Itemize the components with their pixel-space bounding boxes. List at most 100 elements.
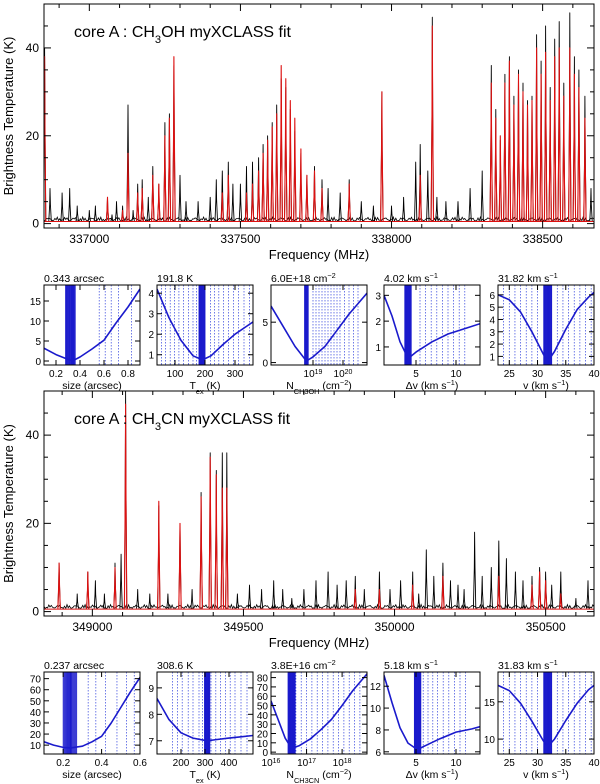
panel-title: 308.6 K xyxy=(157,660,193,672)
observed-line xyxy=(290,597,294,609)
model-line xyxy=(113,566,117,609)
observed-line xyxy=(302,589,306,609)
ch3oh-ncol-plot-area xyxy=(271,285,367,365)
observed-line xyxy=(480,170,484,222)
model-line xyxy=(157,500,161,609)
x-tick-label: 1019 xyxy=(304,369,323,381)
observed-series xyxy=(44,12,594,222)
observed-line xyxy=(114,201,119,222)
y-tick-label: 20 xyxy=(26,129,40,143)
y-tick-label: 2 xyxy=(375,317,381,328)
observed-line xyxy=(513,571,518,609)
y-tick-label: 30 xyxy=(30,719,42,730)
x-tick-label: 0.4 xyxy=(95,758,109,769)
model-line xyxy=(120,209,125,222)
model-line xyxy=(377,588,382,609)
model-line xyxy=(86,571,90,609)
observed-line xyxy=(424,549,428,609)
chi2-curve xyxy=(271,292,367,362)
x-tick-label: 400 xyxy=(221,758,238,769)
model-line xyxy=(320,187,324,222)
x-tick-label: 100 xyxy=(167,369,184,380)
model-line xyxy=(178,522,182,609)
x-tick-label: 35 xyxy=(560,369,572,380)
x-tick-label: 1017 xyxy=(297,758,316,770)
observed-line xyxy=(432,575,436,609)
model-line xyxy=(305,174,309,222)
x-tick-label: 349000 xyxy=(72,620,112,634)
model-line xyxy=(256,170,261,222)
ch3oh-tex-plot-area xyxy=(157,285,253,365)
y-tick-label: 1 xyxy=(375,343,381,354)
x-tick-label: 0.4 xyxy=(73,369,87,380)
ch3cn-vel-plot-area xyxy=(498,672,594,754)
model-line xyxy=(151,174,155,222)
observed-line xyxy=(314,580,318,609)
model-line xyxy=(543,580,548,609)
observed-line xyxy=(586,580,590,609)
chi2-curve xyxy=(44,288,140,362)
observed-line xyxy=(208,196,212,222)
x-tick-label: 30 xyxy=(532,758,544,769)
model-line xyxy=(530,584,534,609)
x-axis-label: size (arcsec) xyxy=(62,380,122,392)
y-tick-label: 1 xyxy=(148,351,154,362)
ch3cn-spectrum-plot-area xyxy=(44,391,594,610)
model-line xyxy=(558,593,563,609)
observed-baseline xyxy=(44,215,594,222)
y-tick-label: 40 xyxy=(30,708,42,719)
observed-line xyxy=(389,205,394,222)
x-tick-label: 350000 xyxy=(375,620,415,634)
model-line xyxy=(274,113,279,222)
model-line xyxy=(208,456,212,609)
observed-line xyxy=(456,201,460,222)
y-tick-label: 20 xyxy=(30,730,42,741)
model-line xyxy=(261,152,265,222)
model-line xyxy=(44,56,47,222)
x-tick-label: 0.2 xyxy=(49,369,63,380)
x-axis-label: Tex (K) xyxy=(189,769,220,784)
y-tick-label: 40 xyxy=(257,711,269,722)
observed-line xyxy=(335,584,339,609)
model-line xyxy=(244,192,249,222)
model-line xyxy=(220,192,225,222)
y-axis-label: Brightness Temperature (K) xyxy=(1,37,16,196)
model-line xyxy=(250,183,255,222)
model-line xyxy=(225,487,229,609)
y-tick-label: 8 xyxy=(148,710,154,721)
observed-line xyxy=(448,580,453,609)
observed-line xyxy=(388,589,392,609)
y-tick-label: 20 xyxy=(257,730,269,741)
observed-line xyxy=(462,589,466,609)
x-tick-label: 0.6 xyxy=(97,369,111,380)
y-tick-label: 3 xyxy=(375,291,381,302)
observed-line xyxy=(371,205,376,222)
x-axis-label: Δv (km s−1) xyxy=(406,378,459,393)
plot-frame xyxy=(497,284,595,366)
model-line xyxy=(507,60,512,222)
observed-line xyxy=(414,161,418,222)
x-tick-label: 337500 xyxy=(220,232,260,246)
ch3cn-vel-panel: 25 30 35 40 10 15 31.83 km s−1 v (km s−1) xyxy=(484,658,600,782)
y-tick-label: 80 xyxy=(257,674,269,685)
y-tick-label: 0 xyxy=(262,748,268,759)
observed-line xyxy=(435,196,439,222)
observed-line xyxy=(272,580,276,609)
plot-frame xyxy=(43,671,141,755)
chi2-curve xyxy=(157,698,253,742)
model-line xyxy=(568,47,572,222)
model-line xyxy=(410,584,415,609)
x-tick-label: 200 xyxy=(197,369,214,380)
y-tick-label: 15 xyxy=(30,297,42,308)
model-line xyxy=(418,174,422,222)
y-tick-label: 60 xyxy=(257,692,269,703)
observed-line xyxy=(489,567,493,609)
x-axis-label: NCH3OH (cm−2) xyxy=(286,378,352,396)
model-line xyxy=(537,571,542,609)
x-tick-label: 10 xyxy=(450,369,462,380)
model-line xyxy=(126,152,130,222)
y-tick-label: 10 xyxy=(484,735,496,746)
ch3cn-tex-panel: 200 300 400 7 8 9 308.6 K Tex (K) xyxy=(148,660,254,784)
